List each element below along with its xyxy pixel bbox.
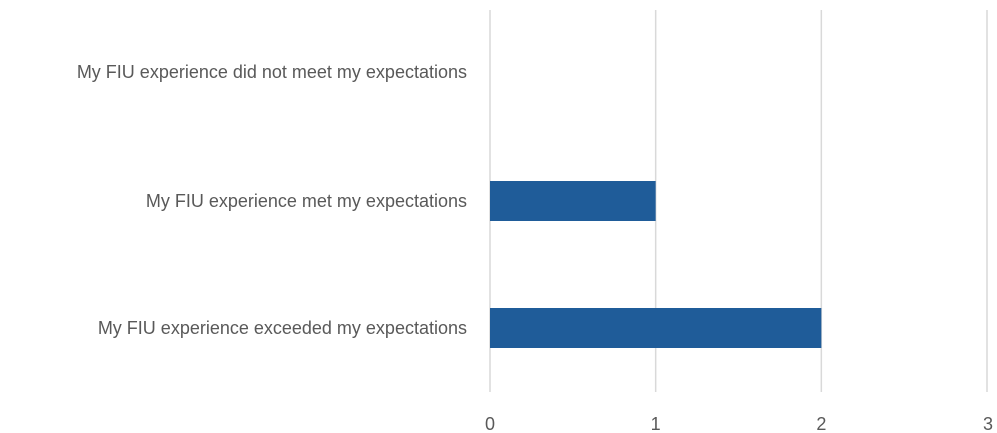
bars <box>490 181 822 348</box>
x-tick-label-3: 3 <box>983 414 993 433</box>
category-label: My FIU experience did not meet my expect… <box>77 62 467 82</box>
x-axis-tick-labels: 0 1 2 3 <box>485 414 993 433</box>
x-tick-label-1: 1 <box>651 414 661 433</box>
category-labels: My FIU experience did not meet my expect… <box>77 62 467 338</box>
bar <box>490 308 822 348</box>
x-tick-label-2: 2 <box>816 414 826 433</box>
x-tick-label-0: 0 <box>485 414 495 433</box>
category-label: My FIU experience exceeded my expectatio… <box>98 318 467 338</box>
category-label: My FIU experience met my expectations <box>146 191 467 211</box>
bar <box>490 181 656 221</box>
